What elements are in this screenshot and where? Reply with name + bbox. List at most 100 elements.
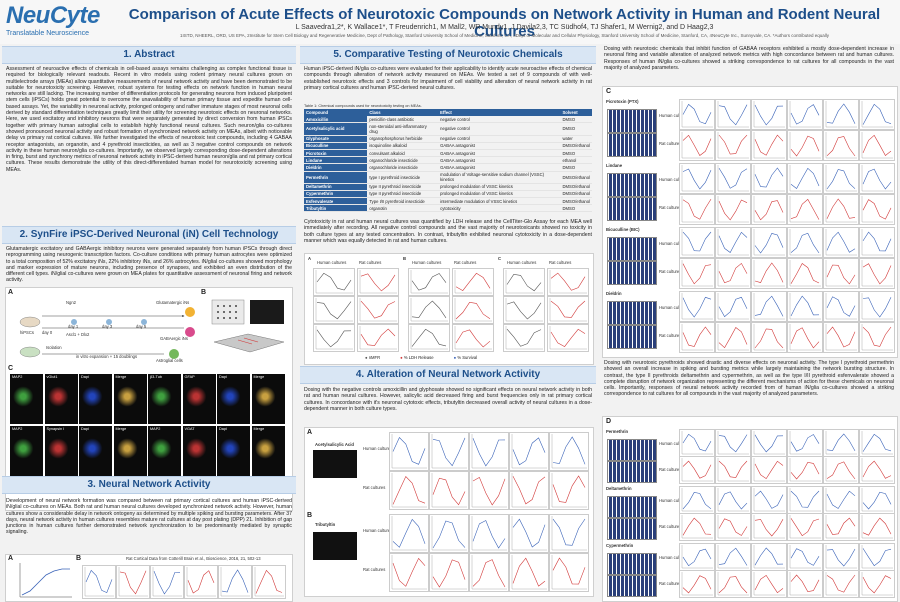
table-cell: penicillin-class antibiotic xyxy=(367,116,439,124)
cyto-plot-human xyxy=(503,324,545,352)
cyto-plot-human xyxy=(313,268,355,296)
neural-metric-plot xyxy=(218,565,252,599)
neural-panel-a: A xyxy=(8,555,14,562)
pyrethroid-metric-plot-human xyxy=(751,543,787,571)
table-header-cell: Compound xyxy=(304,109,368,117)
reprogramming-workflow-diagram xyxy=(19,307,195,359)
cytotoxicity-plot-grid: A Human cultures Rat cultures B Human cultur… xyxy=(307,256,591,352)
alteration-metric-plot xyxy=(469,432,509,471)
table-cell: Deltamethrin xyxy=(304,183,368,191)
gaba-metric-plot-human xyxy=(751,291,787,322)
cyto-col-header-human: Human cultures xyxy=(317,260,347,265)
table-header-cell: Effect xyxy=(438,109,561,117)
table-row: Lindane organochloride insecticide GABAA a… xyxy=(304,156,592,165)
right-row-label-human: Human cultures xyxy=(659,305,689,310)
table-cell: Acetylsalicylic acid xyxy=(304,122,368,136)
logo-tagline: Translatable Neuroscience xyxy=(6,30,90,37)
table-row: Dieldrin organochloride insecticide GABAA … xyxy=(304,163,592,172)
gaba-compound-label: Picrotoxin (PTX) xyxy=(606,99,639,104)
gaba-metric-plot-human xyxy=(751,163,787,194)
table-cell: isoquinoline alkaloid xyxy=(367,142,439,150)
pyrethroid-metric-plot-human xyxy=(751,486,787,514)
gaba-metric-plot-rat xyxy=(679,194,715,225)
workflow-label-astroglial: Astroglial cells xyxy=(156,358,183,363)
table-row: Amoxicillin penicillin-class antibiotic ne… xyxy=(304,116,592,124)
cytotoxicity-text: Cytotoxicity in rat and human neural cul… xyxy=(304,219,592,244)
gaba-metric-plot-rat xyxy=(823,258,859,289)
pyrethroid-metric-plot-rat xyxy=(751,456,787,484)
raster-plot xyxy=(607,461,657,483)
table-row: Esfenvalerate Type I/II pyrethroid insect… xyxy=(304,197,592,206)
table-cell: modulation of Voltage-sensitive sodium c… xyxy=(438,171,561,184)
pyrethroid-metric-plot-rat xyxy=(859,570,895,598)
gaba-antagonist-figure: C Picrotoxin (PTX) Human cultures Rat cult… xyxy=(602,86,898,358)
cyto-plot-rat xyxy=(452,268,494,296)
pyrethroid-metric-plot-human xyxy=(679,429,715,457)
gaba-metric-plot-rat xyxy=(715,322,751,353)
cyto-plot-human xyxy=(503,268,545,296)
gaba-metric-plot-human xyxy=(715,291,751,322)
cyto-plot-rat xyxy=(547,296,589,324)
table-cell: negative control xyxy=(438,116,561,124)
cyto-panel-label: B xyxy=(403,256,407,261)
cyto-plot-human xyxy=(313,324,355,352)
gaba-metric-plot-rat xyxy=(823,194,859,225)
panel-label-b: B xyxy=(201,289,207,296)
right-row-label-rat: Rat cultures xyxy=(659,269,682,274)
cyto-plot-rat xyxy=(357,296,399,324)
pyrethroid-compound-label: Deltamethrin xyxy=(606,486,632,491)
compound-table-wrapper: Table 1: Chemical compounds used for neu… xyxy=(304,104,592,213)
table-cell: organochloride insecticide xyxy=(367,163,439,172)
alteration-metric-plot xyxy=(429,471,469,510)
table-cell: type II pyrethroid insecticide xyxy=(367,190,439,199)
pyrethroid-metric-plot-rat xyxy=(715,456,751,484)
stain-image: β3-Tub xyxy=(148,374,181,424)
neural-network-title: 3. Neural Network Activity xyxy=(2,476,296,494)
stain-image: Synapsin I xyxy=(44,426,78,476)
alteration-row-label: Human cultures xyxy=(363,528,393,533)
alteration-panel-b: B xyxy=(307,512,313,519)
alteration-metric-plot xyxy=(389,553,429,592)
table-cell: Type I/II pyrethroid insecticide xyxy=(367,197,439,206)
table-caption: Table 1: Chemical compounds used for neu… xyxy=(304,104,422,108)
cyto-plot-human xyxy=(408,268,450,296)
stain-label: vGlut1 xyxy=(46,375,58,379)
table-cell: GABAA antagonist xyxy=(438,163,561,172)
alteration-metric-plot xyxy=(469,471,509,510)
gaba-metric-plot-human xyxy=(679,99,715,130)
table-cell: prolonged modulation of VSSC kinetics xyxy=(438,190,561,199)
stain-label: β3-Tub xyxy=(150,375,162,379)
pyrethroid-metric-plot-rat xyxy=(859,513,895,541)
gaba-metric-plot-human xyxy=(715,163,751,194)
right-row-label-human: Human cultures xyxy=(659,555,689,560)
gaba-metric-plot-rat xyxy=(715,194,751,225)
gaba-compound-label: Dieldrin xyxy=(606,291,622,296)
gaba-metric-plot-rat xyxy=(751,194,787,225)
table-cell: Picrotoxin xyxy=(304,149,368,158)
gaba-metric-plot-human xyxy=(823,291,859,322)
alteration-metric-plot xyxy=(509,553,549,592)
table-cell: cytotoxicity xyxy=(438,204,561,213)
pyrethroid-figure: D Permethrin Human cultures Rat cultures De… xyxy=(602,416,898,602)
gaba-metric-plot-human xyxy=(859,227,895,258)
gaba-metric-plot-rat xyxy=(715,258,751,289)
neural-metric-plot xyxy=(150,565,184,599)
table-header-cell: Solvent xyxy=(560,109,592,117)
ipsc-text: Glutamatergic excitatory and GABAergic i… xyxy=(6,246,292,284)
pyrethroid-metric-plot-human xyxy=(715,543,751,571)
cyto-panel-label: C xyxy=(498,256,502,261)
table-cell: Bicuculline xyxy=(304,142,368,150)
right-row-label-human: Human cultures xyxy=(659,113,689,118)
pyrethroid-metric-plot-human xyxy=(823,543,859,571)
alteration-metric-plot xyxy=(469,514,509,553)
gaba-metric-plot-rat xyxy=(787,194,823,225)
table-cell: Amoxicillin xyxy=(304,116,368,124)
ipsc-figure: A B C Ngn2 Ascl1 + Dlx2 hiPSCs day 0 day… xyxy=(5,287,293,511)
stain-label: Merge xyxy=(253,427,265,431)
neural-metrics-grid xyxy=(82,565,288,599)
pyrethroid-metric-plot-rat xyxy=(715,513,751,541)
raster-plot xyxy=(607,197,657,221)
gaba-metric-plot-human xyxy=(787,163,823,194)
table-cell: DMSO/ethanol xyxy=(560,197,592,206)
right-row-label-rat: Rat cultures xyxy=(659,141,682,146)
